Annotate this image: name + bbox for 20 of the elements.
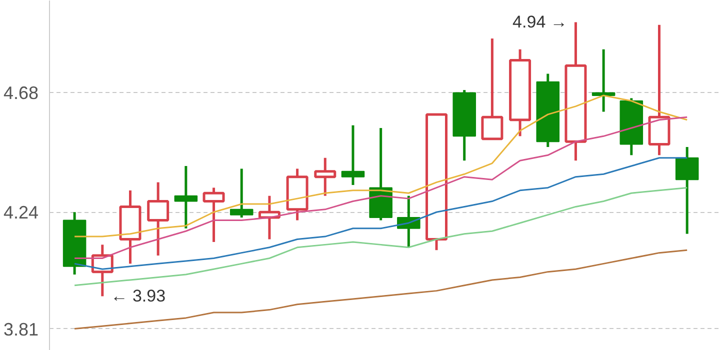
candlestick bbox=[119, 189, 142, 265]
candlestick bbox=[147, 181, 170, 257]
annotation: 4.94 → bbox=[512, 12, 568, 32]
candlestick bbox=[341, 124, 365, 186]
candlestick bbox=[174, 164, 198, 230]
candlestick bbox=[675, 146, 699, 236]
line-series bbox=[74, 186, 688, 286]
y-tick-label: 4.24 bbox=[3, 202, 39, 223]
y-tick-label: 4.68 bbox=[3, 83, 39, 104]
line-series bbox=[74, 249, 688, 330]
y-tick-label: 3.81 bbox=[3, 319, 39, 340]
candlestick bbox=[509, 48, 532, 138]
candlestick bbox=[62, 210, 86, 276]
annotation: ← 3.93 bbox=[110, 286, 166, 306]
candlestick bbox=[648, 24, 670, 156]
candlestick bbox=[369, 126, 392, 222]
candlestick bbox=[564, 20, 587, 162]
candlestick bbox=[314, 156, 336, 198]
candlestick bbox=[592, 48, 616, 113]
candlestick bbox=[536, 72, 560, 148]
